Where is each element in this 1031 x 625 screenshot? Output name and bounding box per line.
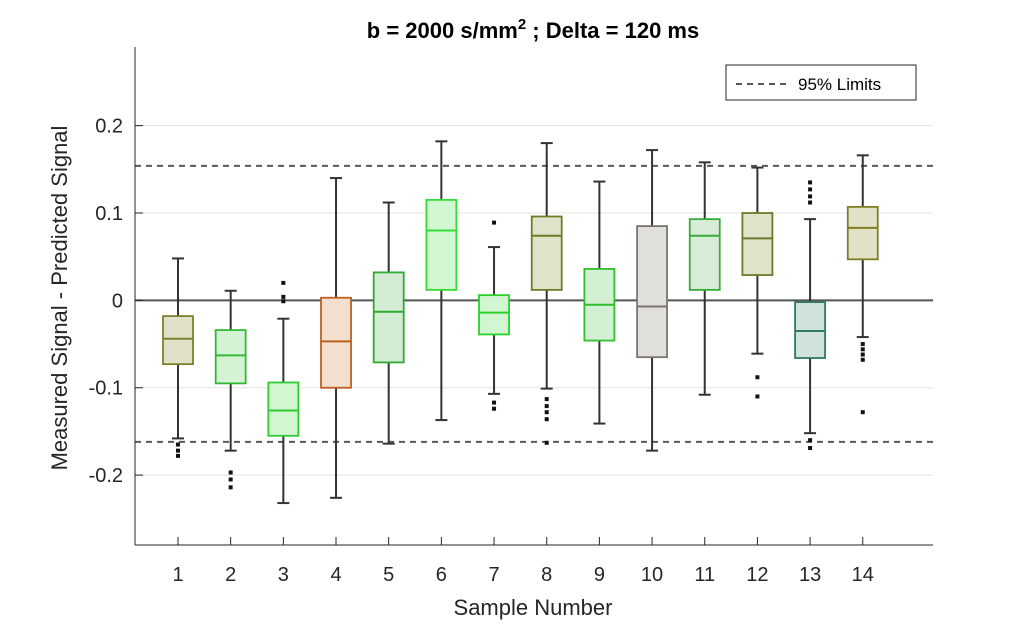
box-sample-5 <box>372 201 405 445</box>
iqr-box <box>372 271 405 364</box>
outlier-point <box>808 194 813 199</box>
iqr-box <box>846 205 879 261</box>
box-sample-11 <box>688 161 721 396</box>
boxes <box>162 140 879 505</box>
x-tick-label: 7 <box>488 564 499 586</box>
iqr-box <box>162 315 194 366</box>
x-tick-label: 14 <box>852 564 874 586</box>
outlier-point <box>808 187 813 192</box>
x-tick-label: 6 <box>436 564 447 586</box>
x-axis-label: Sample Number <box>454 595 613 620</box>
x-tick-label: 5 <box>383 564 394 586</box>
outlier-point <box>860 410 865 415</box>
axes <box>134 47 933 546</box>
iqr-box <box>530 215 563 291</box>
outlier-point <box>228 477 233 482</box>
x-tick-label: 9 <box>594 564 605 586</box>
x-tick-label: 11 <box>694 564 715 586</box>
x-tick-label: 1 <box>172 564 183 586</box>
outlier-point <box>860 352 865 357</box>
legend: 95% Limits <box>725 64 917 101</box>
x-tick-label: 8 <box>541 564 552 586</box>
iqr-box <box>741 212 774 276</box>
iqr-box <box>320 296 352 389</box>
outlier-point <box>492 400 497 405</box>
box-sample-12 <box>741 166 774 399</box>
x-tick-label: 2 <box>225 564 236 586</box>
outlier-point <box>808 180 813 185</box>
outlier-point <box>544 410 549 415</box>
box-sample-9 <box>583 180 616 425</box>
box-sample-1 <box>162 257 194 458</box>
iqr-box <box>688 218 721 291</box>
outlier-point <box>808 200 813 205</box>
y-tick-label: -0.2 <box>89 465 123 487</box>
chart-title: b = 2000 s/mm2 ; Delta = 120 ms <box>367 16 699 43</box>
iqr-box <box>478 294 510 336</box>
outlier-point <box>281 299 286 304</box>
outlier-point <box>755 394 760 399</box>
box-sample-3 <box>267 280 300 505</box>
outlier-point <box>544 440 549 445</box>
x-tick-label: 10 <box>641 564 663 586</box>
title-main: b = 2000 s/mm <box>367 18 518 43</box>
outlier-point <box>228 485 233 490</box>
outlier-point <box>860 357 865 362</box>
iqr-box <box>636 225 668 359</box>
x-tick-label: 13 <box>799 564 821 586</box>
tick-labels: -0.2-0.100.10.21 2 3 4 5 6 7 8 9 10 11 12 13 14 <box>89 116 874 586</box>
title-tail: ; Delta = 120 ms <box>526 18 699 43</box>
outlier-point <box>176 442 180 447</box>
outlier-point <box>860 347 865 352</box>
outlier-point <box>808 438 813 443</box>
box-sample-4 <box>320 177 352 499</box>
outlier-point <box>755 375 760 380</box>
title-superscript: 2 <box>518 16 526 33</box>
iqr-box <box>214 329 247 385</box>
y-tick-label: 0 <box>112 290 123 312</box>
legend-label: 95% Limits <box>798 75 881 94</box>
outlier-point <box>492 220 497 225</box>
outlier-point <box>281 280 286 285</box>
box-sample-13 <box>794 180 826 451</box>
x-tick-label: 3 <box>278 564 289 586</box>
outlier-point <box>808 446 813 451</box>
outlier-point <box>176 453 180 458</box>
x-tick-label: 4 <box>330 564 341 586</box>
outlier-point <box>228 470 233 475</box>
box-sample-8 <box>530 142 563 445</box>
iqr-box <box>425 198 458 291</box>
box-sample-6 <box>425 140 458 422</box>
x-tick-label: 12 <box>746 564 768 586</box>
outlier-point <box>544 417 549 422</box>
outlier-point <box>492 406 497 411</box>
iqr-box <box>267 381 300 437</box>
outlier-point <box>281 294 286 299</box>
y-tick-label: 0.2 <box>95 116 123 138</box>
outlier-point <box>860 342 865 347</box>
outlier-point <box>544 404 549 409</box>
outlier-point <box>176 448 180 453</box>
box-sample-2 <box>214 289 247 490</box>
box-sample-14 <box>846 154 879 415</box>
y-tick-label: 0.1 <box>95 203 123 225</box>
legend-box <box>725 64 917 101</box>
box-sample-10 <box>636 149 668 452</box>
y-axis-label: Measured Signal - Predicted Signal <box>47 126 72 471</box>
y-tick-label: -0.1 <box>89 378 123 400</box>
box-sample-7 <box>478 220 510 411</box>
outlier-point <box>544 397 549 402</box>
limit-lines <box>135 164 933 443</box>
